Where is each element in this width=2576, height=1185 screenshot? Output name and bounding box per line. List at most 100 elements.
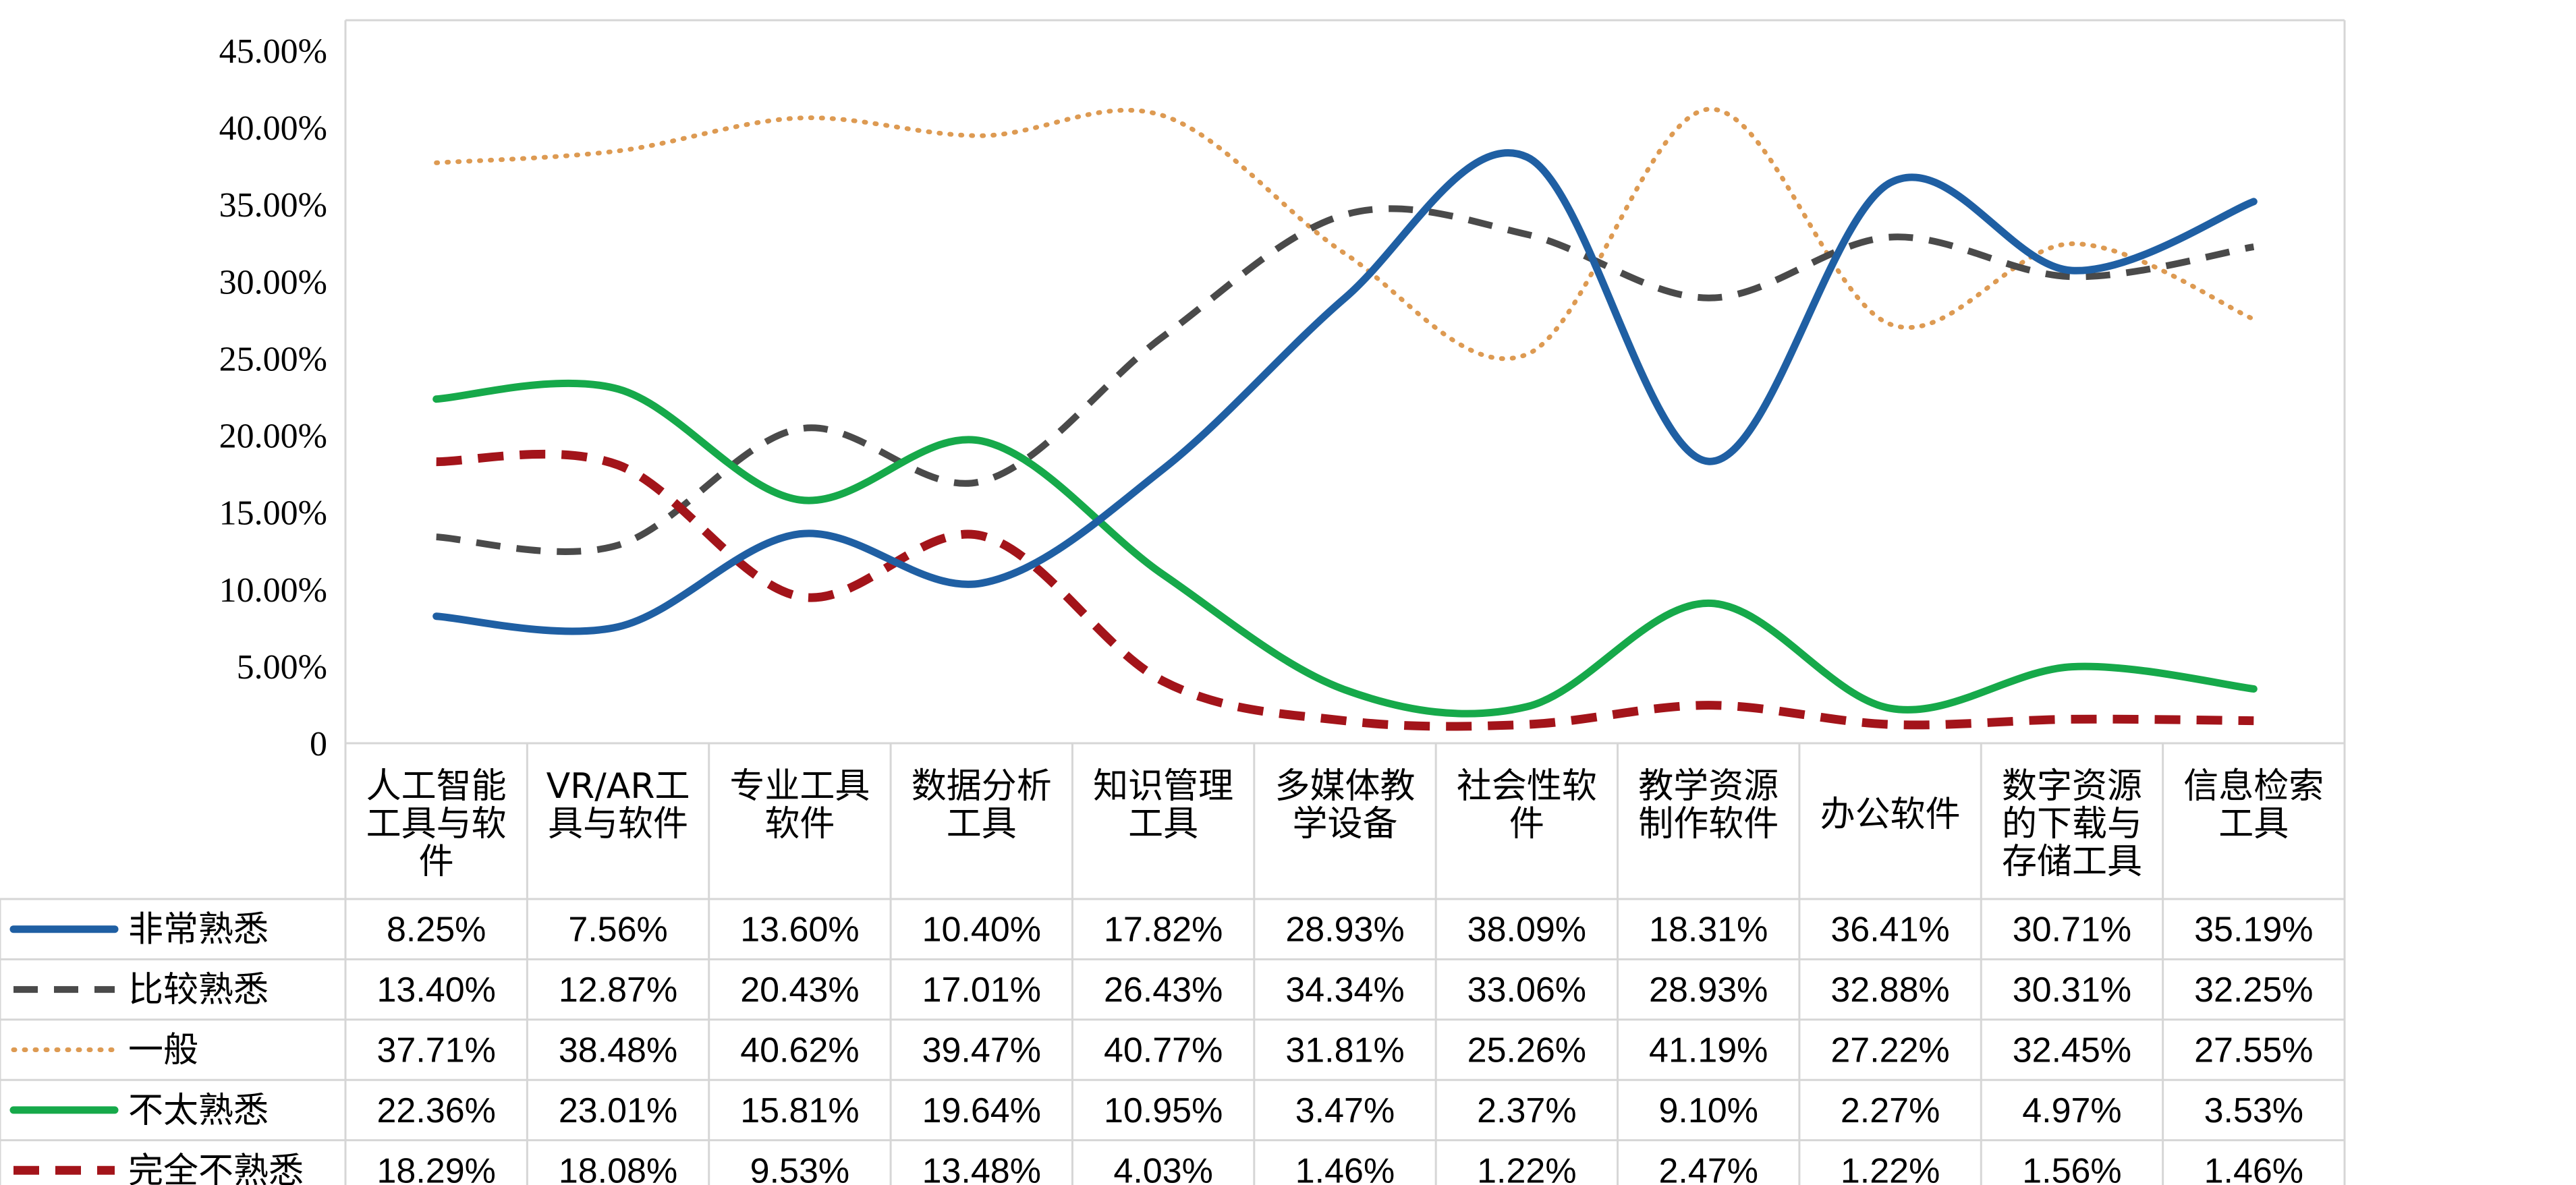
data-label: 18.31% [1649, 911, 1768, 950]
category-label: 件 [1509, 804, 1544, 844]
data-label: 1.22% [1477, 1151, 1576, 1185]
y-tick-label: 15.00% [219, 494, 327, 533]
data-label: 10.95% [1104, 1091, 1223, 1130]
category-label: 存储工具 [2002, 842, 2142, 882]
category-label: 办公软件 [1820, 794, 1961, 835]
y-tick-label: 30.00% [219, 263, 327, 301]
data-label: 15.81% [740, 1091, 859, 1130]
series-lines [432, 107, 2258, 731]
y-tick-label: 35.00% [219, 186, 327, 225]
data-label: 35.19% [2194, 911, 2313, 950]
category-label: 软件 [764, 804, 835, 844]
y-tick-label: 20.00% [219, 417, 327, 456]
data-label: 4.03% [1113, 1151, 1212, 1185]
data-label: 22.36% [376, 1091, 495, 1130]
series-line [432, 379, 2258, 718]
data-label: 32.88% [1830, 971, 1949, 1010]
category-label: 工具 [947, 804, 1017, 844]
category-label: 件 [419, 842, 454, 882]
data-label: 25.26% [1467, 1031, 1586, 1070]
data-label: 2.47% [1659, 1151, 1758, 1185]
category-label: 数据分析 [912, 766, 1052, 807]
data-label: 1.46% [1295, 1151, 1395, 1185]
category-label: 专业工具 [729, 766, 870, 807]
data-label: 9.53% [750, 1151, 849, 1185]
data-label: 18.08% [559, 1151, 677, 1185]
category-label: VR/AR工 [547, 766, 690, 807]
data-label: 1.56% [2022, 1151, 2121, 1185]
category-label: 信息检索 [2183, 766, 2324, 807]
category-label: 制作软件 [1638, 804, 1779, 844]
data-label: 17.01% [922, 971, 1041, 1010]
data-label: 1.22% [1841, 1151, 1940, 1185]
category-label: 社会性软 [1457, 766, 1597, 807]
data-label: 27.55% [2194, 1031, 2313, 1070]
data-table: 非常熟悉 8.25% 7.56% 13.60% 10.40% 17.82% 28.93% 38… [9, 910, 2314, 1185]
data-label: 2.27% [1841, 1091, 1940, 1130]
data-label: 12.87% [559, 971, 677, 1010]
data-label: 38.48% [559, 1031, 677, 1070]
table-grid [0, 19, 2346, 1185]
category-label: 数字资源 [2002, 766, 2142, 807]
data-label: 36.41% [1830, 911, 1949, 950]
data-label: 13.40% [376, 971, 495, 1010]
legend-label: 非常熟悉 [128, 910, 269, 950]
category-label: 工具与软 [366, 804, 507, 844]
legend-label: 不太熟悉 [128, 1091, 269, 1131]
legend-label: 比较熟悉 [128, 970, 269, 1010]
data-label: 41.19% [1649, 1031, 1768, 1070]
data-label: 39.47% [922, 1031, 1041, 1070]
series-line [436, 449, 2254, 731]
data-label: 32.25% [2194, 971, 2313, 1010]
data-label: 4.97% [2022, 1091, 2121, 1130]
data-label: 1.46% [2204, 1151, 2303, 1185]
category-labels: 人工智能工具与软件VR/AR工具与软件专业工具软件数据分析工具知识管理工具多媒体… [366, 766, 2324, 882]
category-label: 学设备 [1292, 804, 1397, 844]
data-label: 31.81% [1285, 1031, 1404, 1070]
data-label: 27.22% [1830, 1031, 1949, 1070]
data-label: 19.64% [922, 1091, 1041, 1130]
data-label: 33.06% [1467, 971, 1586, 1010]
series-line [436, 205, 2255, 555]
data-label: 28.93% [1285, 911, 1404, 950]
category-label: 具与软件 [548, 804, 688, 844]
y-tick-label: 45.00% [219, 32, 327, 71]
category-label: 的下载与 [2002, 804, 2142, 844]
data-label: 18.29% [376, 1151, 495, 1185]
data-label: 40.62% [740, 1031, 859, 1070]
y-tick-label: 0 [310, 725, 327, 763]
legend-label: 完全不熟悉 [128, 1151, 304, 1185]
legend-label: 一般 [128, 1031, 198, 1071]
category-label: 多媒体教 [1275, 766, 1415, 807]
series-line [434, 107, 2256, 362]
series-line [432, 149, 2258, 635]
category-label: 教学资源 [1638, 766, 1779, 807]
data-label: 3.47% [1295, 1091, 1395, 1130]
data-label: 30.71% [2013, 911, 2131, 950]
data-label: 13.48% [922, 1151, 1041, 1185]
data-label: 13.60% [740, 911, 859, 950]
data-label: 28.93% [1649, 971, 1768, 1010]
data-label: 37.71% [376, 1031, 495, 1070]
y-tick-label: 25.00% [219, 340, 327, 378]
y-axis: 0 5.00% 10.00% 15.00% 20.00% 25.00% 30.00% 35.0… [219, 32, 327, 763]
data-label: 7.56% [568, 911, 667, 950]
data-label: 23.01% [559, 1091, 677, 1130]
category-label: 工具 [2218, 804, 2289, 844]
category-label: 知识管理 [1093, 766, 1233, 807]
data-label: 9.10% [1659, 1091, 1758, 1130]
category-label: 工具 [1128, 804, 1198, 844]
data-label: 17.82% [1104, 911, 1223, 950]
data-label: 38.09% [1467, 911, 1586, 950]
y-tick-label: 40.00% [219, 109, 327, 148]
data-label: 2.37% [1477, 1091, 1576, 1130]
y-tick-label: 10.00% [219, 571, 327, 610]
data-label: 26.43% [1104, 971, 1223, 1010]
data-label: 30.31% [2013, 971, 2131, 1010]
y-tick-label: 5.00% [237, 648, 327, 687]
category-label: 人工智能 [366, 766, 507, 807]
data-label: 10.40% [922, 911, 1041, 950]
data-label: 3.53% [2204, 1091, 2303, 1130]
data-label: 32.45% [2013, 1031, 2131, 1070]
